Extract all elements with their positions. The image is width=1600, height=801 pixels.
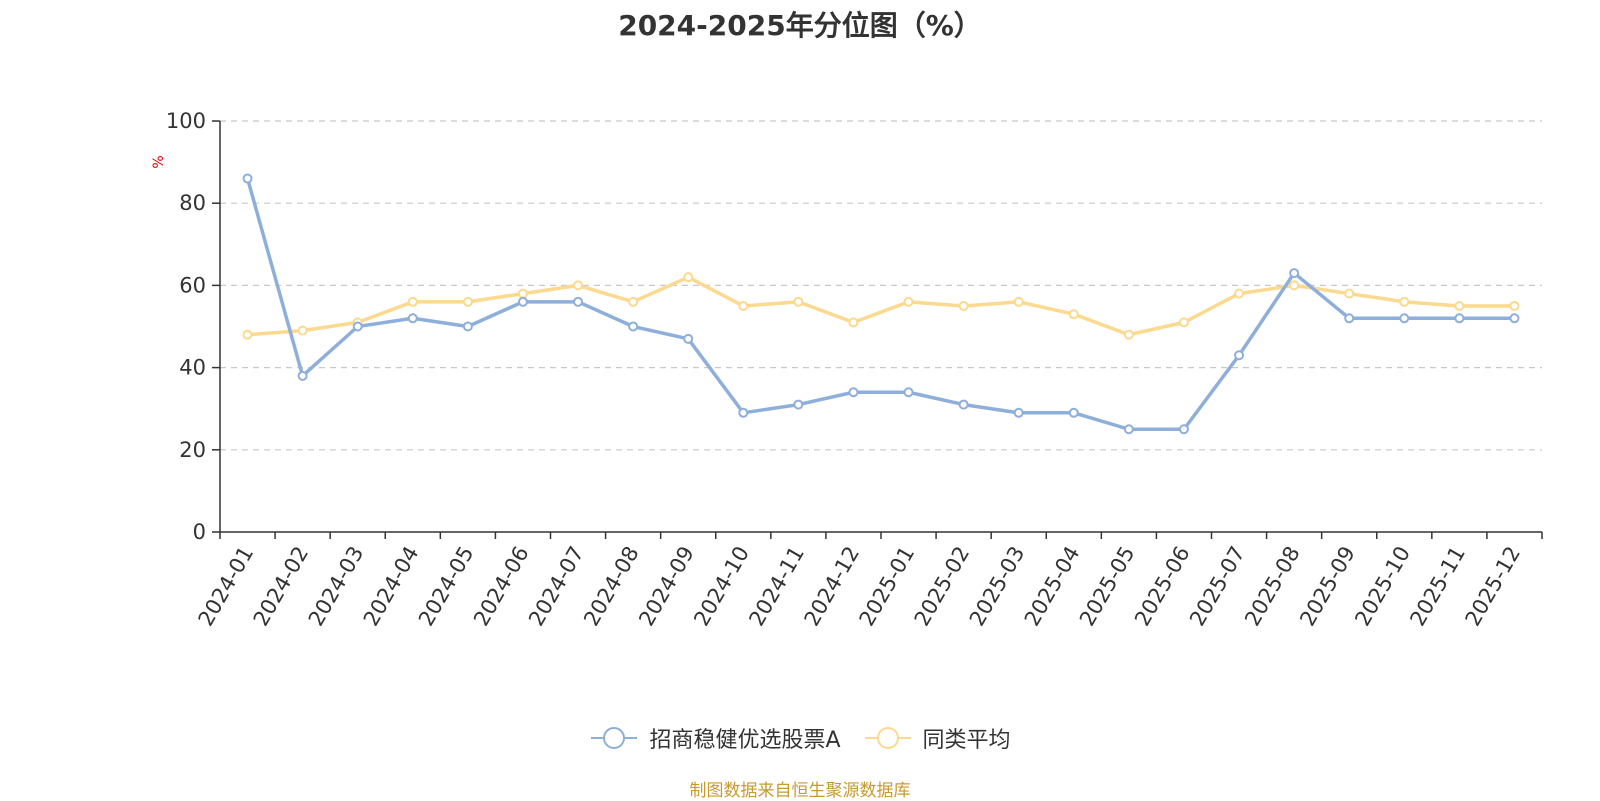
data-point <box>958 399 969 410</box>
data-point <box>848 317 859 328</box>
y-tick-label: 0 <box>193 520 206 544</box>
data-point <box>517 288 528 299</box>
data-point <box>628 296 639 307</box>
legend-swatch <box>591 727 638 749</box>
data-point <box>242 329 253 340</box>
legend: 招商稳健优选股票A 同类平均 <box>0 722 1600 754</box>
data-point <box>903 296 914 307</box>
legend-item[interactable]: 同类平均 <box>863 722 1011 754</box>
data-point <box>297 325 308 336</box>
legend-swatch-marker <box>603 727 626 749</box>
series-line <box>245 275 1517 337</box>
data-point <box>1013 407 1024 418</box>
data-point <box>1068 407 1079 418</box>
data-point <box>1123 424 1134 435</box>
series-layer <box>242 173 1520 435</box>
data-point <box>242 173 253 184</box>
data-point <box>1289 280 1300 291</box>
line-chart: 020406080100%2024-012024-022024-032024-0… <box>151 109 1543 630</box>
axes: 020406080100%2024-012024-022024-032024-0… <box>151 109 1543 630</box>
data-point <box>517 296 528 307</box>
legend-swatch-marker <box>876 727 899 749</box>
data-point <box>1234 350 1245 361</box>
data-point <box>1399 313 1410 324</box>
data-point <box>1068 309 1079 320</box>
data-point <box>1509 313 1520 324</box>
data-point <box>1509 300 1520 311</box>
data-point <box>683 333 694 344</box>
data-point <box>848 387 859 398</box>
data-point <box>407 313 418 324</box>
data-point <box>1454 300 1465 311</box>
data-point <box>793 399 804 410</box>
data-point <box>462 321 473 332</box>
data-point <box>1013 296 1024 307</box>
data-point <box>738 407 749 418</box>
data-point <box>1123 329 1134 340</box>
grid-lines <box>220 120 1542 451</box>
data-point <box>1344 288 1355 299</box>
data-point <box>1454 313 1465 324</box>
legend-label: 同类平均 <box>922 728 1011 753</box>
data-point <box>1178 424 1189 435</box>
data-point <box>793 296 804 307</box>
data-point <box>462 296 473 307</box>
data-point <box>1399 296 1410 307</box>
data-point <box>628 321 639 332</box>
x-tick-label: 2025-12 <box>1460 542 1525 630</box>
data-point <box>573 280 584 291</box>
legend-label: 招商稳健优选股票A <box>649 728 841 753</box>
data-point <box>352 321 363 332</box>
legend-swatch <box>864 727 911 749</box>
y-tick-label: 80 <box>179 191 206 215</box>
y-tick-label: 100 <box>166 109 206 133</box>
y-tick-label: 40 <box>179 356 206 380</box>
source-note: 制图数据来自恒生聚源数据库 <box>689 781 911 801</box>
data-point <box>903 387 914 398</box>
y-tick-label: 20 <box>179 438 206 462</box>
data-point <box>738 300 749 311</box>
data-point <box>1234 288 1245 299</box>
data-point <box>1289 268 1300 279</box>
series-line <box>245 176 1517 431</box>
y-axis-label: % <box>151 155 167 168</box>
legend-item[interactable]: 招商稳健优选股票A <box>589 722 841 754</box>
y-tick-label: 60 <box>179 273 206 297</box>
data-point <box>1178 317 1189 328</box>
data-point <box>958 300 969 311</box>
data-point <box>407 296 418 307</box>
data-point <box>683 272 694 283</box>
data-point <box>1344 313 1355 324</box>
chart-title: 2024-2025年分位图（%） <box>618 9 982 42</box>
data-point <box>297 370 308 381</box>
data-point <box>573 296 584 307</box>
